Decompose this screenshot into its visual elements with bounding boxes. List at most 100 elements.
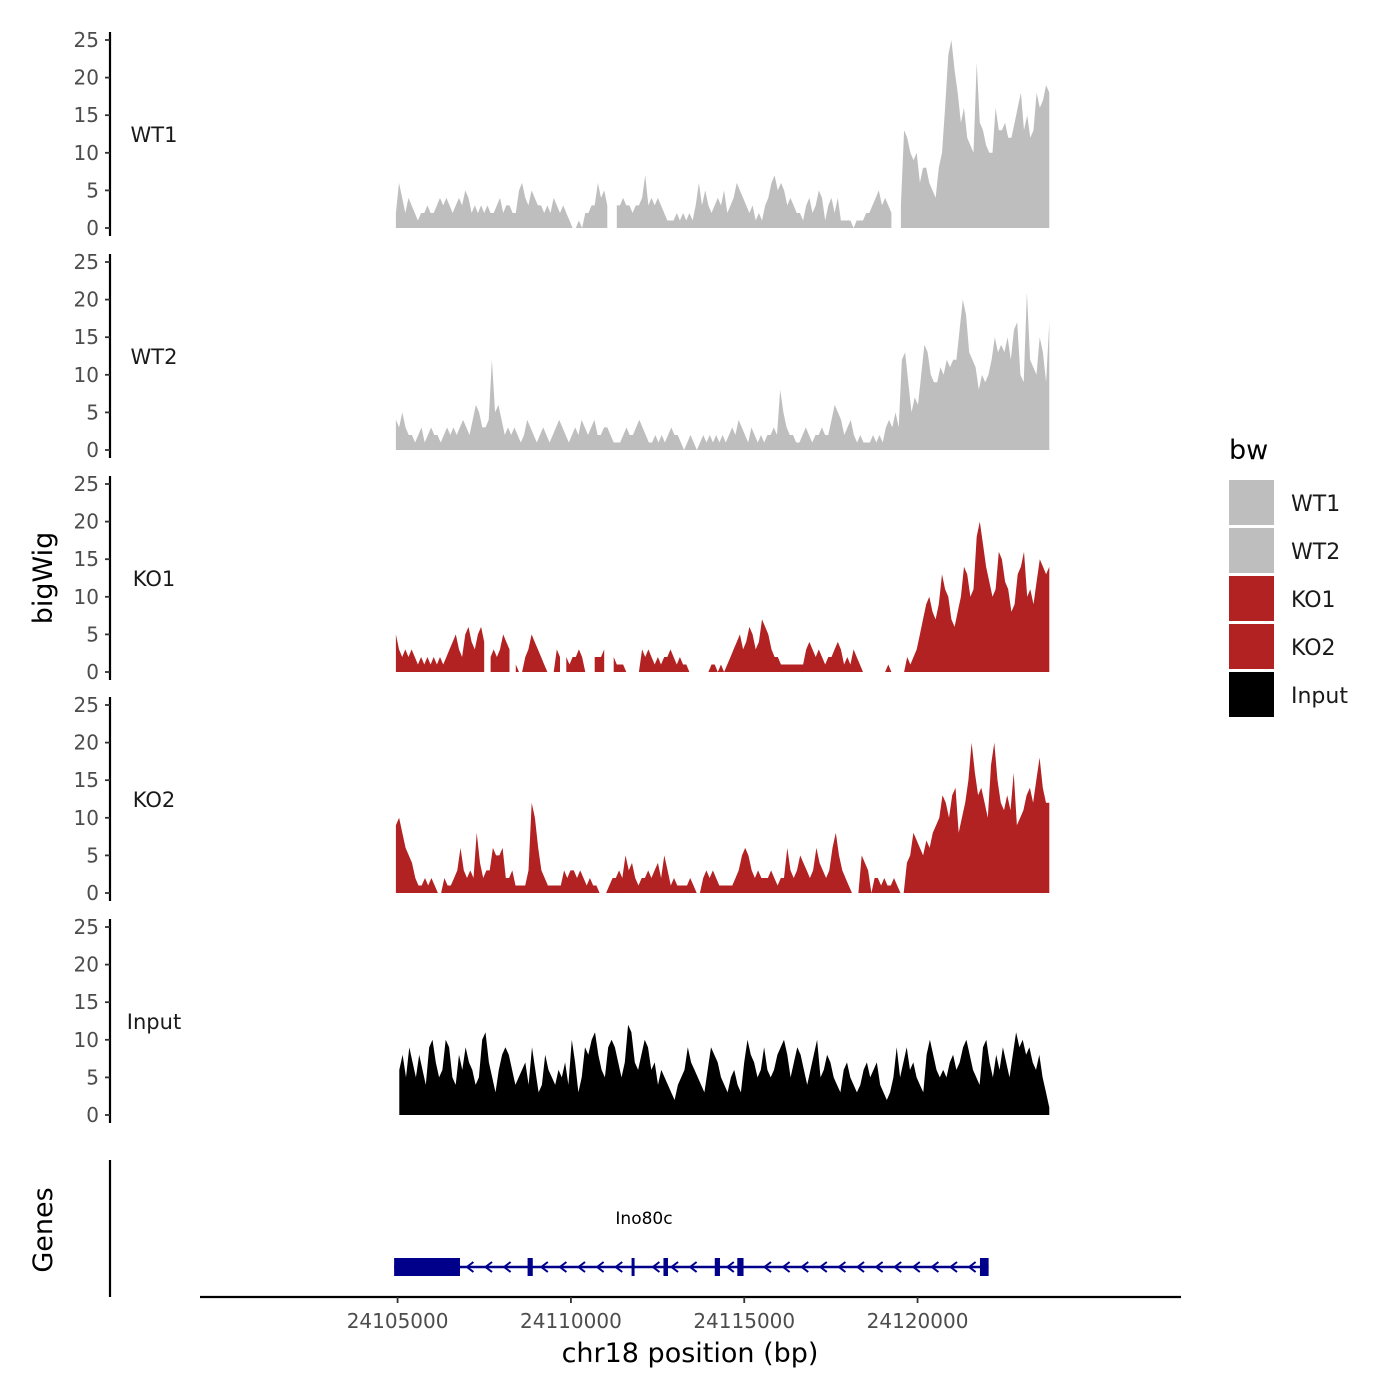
y-tick-label: 0 (86, 438, 99, 462)
x-tick-label: 24120000 (867, 1309, 969, 1333)
strand-arrow (930, 1261, 940, 1273)
y-tick-label: 0 (86, 1103, 99, 1127)
legend-item-wt1: WT1 (1229, 480, 1340, 525)
strand-arrow (688, 1261, 698, 1273)
track-label: Input (127, 1010, 181, 1034)
strand-arrow (669, 1261, 679, 1273)
strand-arrow (595, 1261, 605, 1273)
y-tick-label: 25 (74, 28, 99, 52)
gene-exon (979, 1258, 989, 1276)
area-wt2 (395, 292, 1050, 450)
y-tick-label: 0 (86, 660, 99, 684)
legend-swatch (1229, 624, 1274, 669)
legend-item-ko1: KO1 (1229, 576, 1336, 621)
gene-track (108, 1160, 989, 1297)
strand-arrow (465, 1261, 475, 1273)
legend-swatch (1229, 480, 1274, 525)
y-tick-label: 5 (86, 178, 99, 202)
y-tick-label: 0 (86, 881, 99, 905)
legend-label: KO1 (1291, 588, 1336, 613)
y-tick-label: 10 (74, 1028, 99, 1052)
x-tick-label: 24105000 (347, 1309, 449, 1333)
strand-arrow (800, 1261, 809, 1273)
legend-label: WT1 (1291, 492, 1340, 517)
y-axis-title-genes: Genes (28, 1187, 59, 1272)
legend-label: KO2 (1291, 636, 1336, 661)
legend: WT1 WT2 KO1 KO2 Input (1229, 480, 1348, 717)
strand-arrow (893, 1261, 902, 1273)
gene-label: Ino80c (615, 1209, 672, 1229)
y-tick-label: 15 (74, 325, 99, 349)
strand-arrow (818, 1261, 828, 1273)
legend-item-ko2: KO2 (1229, 624, 1336, 669)
y-tick-label: 15 (74, 768, 99, 792)
strand-arrow (948, 1261, 958, 1273)
gene-exon (394, 1258, 460, 1276)
area-wt1 (395, 40, 1050, 228)
y-axis-title-bigwig: bigWig (28, 532, 59, 625)
track-label: KO2 (133, 788, 176, 812)
legend-swatch (1229, 672, 1274, 717)
x-tick-label: 24115000 (693, 1309, 795, 1333)
y-tick-label: 20 (74, 66, 99, 90)
area-ko1 (395, 521, 1050, 672)
legend-swatch (1229, 528, 1274, 573)
strand-arrow (576, 1261, 586, 1273)
strand-arrow (781, 1261, 791, 1273)
y-tick-label: 25 (74, 472, 99, 496)
y-tick-label: 20 (74, 288, 99, 312)
y-tick-label: 5 (86, 622, 99, 646)
legend-swatch (1229, 576, 1274, 621)
strand-arrow (762, 1261, 772, 1273)
legend-title: bw (1229, 435, 1268, 466)
y-tick-label: 15 (74, 990, 99, 1014)
y-tick-label: 20 (74, 953, 99, 977)
x-tick-label: 24110000 (520, 1309, 622, 1333)
y-tick-label: 5 (86, 400, 99, 424)
y-tick-label: 5 (86, 1065, 99, 1089)
gene-exon (527, 1258, 533, 1276)
y-tick-label: 15 (74, 103, 99, 127)
x-axis: 24105000 24110000 24115000 24120000 (200, 1295, 1181, 1333)
track-label: KO1 (133, 567, 176, 591)
y-tick-label: 25 (74, 693, 99, 717)
y-tick-label: 20 (74, 510, 99, 534)
bigwig-tracks: 0 5 10 15 20 25 WT1 0 5 10 15 20 25 WT2 0 5 10 15 20 25 KO1 0… (74, 28, 1050, 1127)
track-label: WT1 (131, 123, 178, 147)
strand-arrow (614, 1261, 623, 1273)
strand-arrow (967, 1261, 977, 1273)
track-wt1: 0 5 10 15 20 25 WT1 (74, 28, 1050, 240)
area-input (399, 1024, 1050, 1115)
y-tick-label: 15 (74, 547, 99, 571)
y-tick-label: 20 (74, 731, 99, 755)
gene-exon (663, 1258, 668, 1276)
y-tick-label: 10 (74, 141, 99, 165)
track-input: 0 5 10 15 20 25 Input (74, 915, 1050, 1127)
track-ko2: 0 5 10 15 20 25 KO2 (74, 693, 1050, 905)
y-tick-label: 10 (74, 585, 99, 609)
strand-arrow (558, 1261, 568, 1273)
legend-item-input: Input (1229, 672, 1348, 717)
gene-exon (737, 1258, 744, 1276)
y-tick-label: 10 (74, 363, 99, 387)
legend-item-wt2: WT2 (1229, 528, 1340, 573)
strand-arrow (855, 1261, 865, 1273)
x-axis-title: chr18 position (bp) (562, 1338, 819, 1369)
y-tick-label: 10 (74, 806, 99, 830)
gene-exon (631, 1258, 635, 1276)
gene-exon (714, 1258, 720, 1276)
strand-arrow (837, 1261, 847, 1273)
legend-label: WT2 (1291, 540, 1340, 565)
strand-arrow (725, 1261, 735, 1273)
strand-arrow (539, 1261, 549, 1273)
y-tick-label: 0 (86, 216, 99, 240)
strand-arrow (874, 1261, 884, 1273)
y-tick-label: 25 (74, 250, 99, 274)
strand-arrow (911, 1261, 921, 1273)
y-tick-label: 5 (86, 843, 99, 867)
strand-arrow (483, 1261, 493, 1273)
track-label: WT2 (131, 345, 178, 369)
track-wt2: 0 5 10 15 20 25 WT2 (74, 250, 1050, 462)
strand-arrow (651, 1261, 661, 1273)
